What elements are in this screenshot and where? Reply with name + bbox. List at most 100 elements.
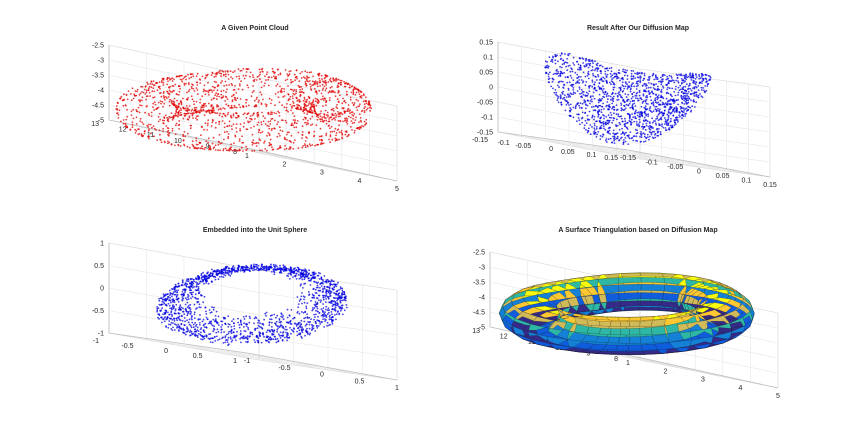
data-point xyxy=(607,114,610,117)
data-point xyxy=(183,324,186,326)
data-point xyxy=(335,297,337,299)
data-point xyxy=(294,79,296,82)
data-point xyxy=(299,273,302,276)
data-point xyxy=(656,98,659,101)
data-point xyxy=(576,68,579,71)
data-point xyxy=(628,134,630,137)
data-point xyxy=(360,110,363,113)
data-point xyxy=(312,105,314,108)
data-point xyxy=(312,99,315,102)
data-point xyxy=(249,71,252,74)
data-point xyxy=(177,308,180,311)
data-point xyxy=(350,126,352,128)
data-point xyxy=(675,85,677,88)
data-point xyxy=(557,101,560,104)
data-point xyxy=(266,149,268,152)
data-point xyxy=(249,120,251,123)
data-point xyxy=(298,271,300,273)
data-point xyxy=(335,304,337,307)
data-point xyxy=(311,80,314,83)
data-point xyxy=(196,118,199,121)
data-point xyxy=(199,314,201,316)
data-point xyxy=(264,103,267,105)
data-point xyxy=(204,102,207,105)
data-point xyxy=(286,336,288,338)
data-point xyxy=(331,287,334,290)
data-point xyxy=(162,318,165,321)
data-point xyxy=(175,317,178,320)
data-point xyxy=(601,65,604,68)
data-point xyxy=(235,106,238,109)
data-point xyxy=(265,266,268,269)
data-point xyxy=(663,109,666,112)
data-point xyxy=(266,329,269,332)
data-point xyxy=(624,137,627,139)
data-point xyxy=(315,303,317,306)
data-point xyxy=(292,112,294,114)
data-point xyxy=(289,277,291,280)
data-point xyxy=(203,295,206,298)
data-point xyxy=(295,278,298,280)
data-point xyxy=(245,266,248,269)
data-point xyxy=(636,114,639,117)
data-point xyxy=(569,92,572,94)
data-point xyxy=(217,272,220,275)
data-point xyxy=(298,80,301,83)
data-point xyxy=(316,301,319,304)
data-point xyxy=(210,74,213,76)
data-point xyxy=(205,275,207,277)
data-point xyxy=(192,88,195,90)
data-point xyxy=(623,104,625,107)
data-point xyxy=(623,132,626,135)
data-point xyxy=(611,102,614,105)
data-point xyxy=(228,124,231,127)
data-point xyxy=(162,122,165,124)
data-point xyxy=(592,95,594,97)
data-point xyxy=(560,52,563,55)
data-point xyxy=(583,99,586,101)
data-point xyxy=(309,107,312,109)
data-point xyxy=(303,276,306,278)
data-point xyxy=(339,287,342,290)
data-point xyxy=(237,149,240,152)
data-point xyxy=(203,109,205,112)
data-point xyxy=(617,113,620,116)
data-point xyxy=(158,129,161,132)
data-point xyxy=(623,71,626,74)
data-point xyxy=(293,104,296,107)
data-point xyxy=(309,108,311,111)
data-point xyxy=(289,322,292,325)
data-point xyxy=(692,92,695,95)
data-point xyxy=(220,75,222,77)
data-point xyxy=(626,83,628,86)
data-point xyxy=(327,120,330,123)
data-point xyxy=(362,125,365,128)
data-point xyxy=(624,120,627,122)
data-point xyxy=(228,84,231,86)
floor-gridline-y xyxy=(541,137,684,166)
data-point xyxy=(675,73,678,76)
data-point xyxy=(661,75,664,77)
data-point xyxy=(299,106,302,109)
data-point xyxy=(630,77,633,80)
data-point xyxy=(607,131,610,133)
data-point xyxy=(290,328,293,331)
data-point xyxy=(337,115,340,118)
data-point xyxy=(548,56,551,59)
data-point xyxy=(611,99,614,101)
data-point xyxy=(632,116,634,119)
data-point xyxy=(187,295,190,297)
data-point xyxy=(551,77,554,80)
data-point xyxy=(589,133,592,136)
data-point xyxy=(164,141,166,144)
data-point xyxy=(289,319,292,322)
data-point xyxy=(643,133,646,136)
data-point xyxy=(610,70,613,73)
data-point xyxy=(170,301,172,304)
data-point xyxy=(302,99,305,102)
data-point xyxy=(238,148,241,151)
data-point xyxy=(260,103,263,106)
data-point xyxy=(297,147,300,150)
data-point xyxy=(318,77,321,80)
data-point xyxy=(698,73,700,76)
